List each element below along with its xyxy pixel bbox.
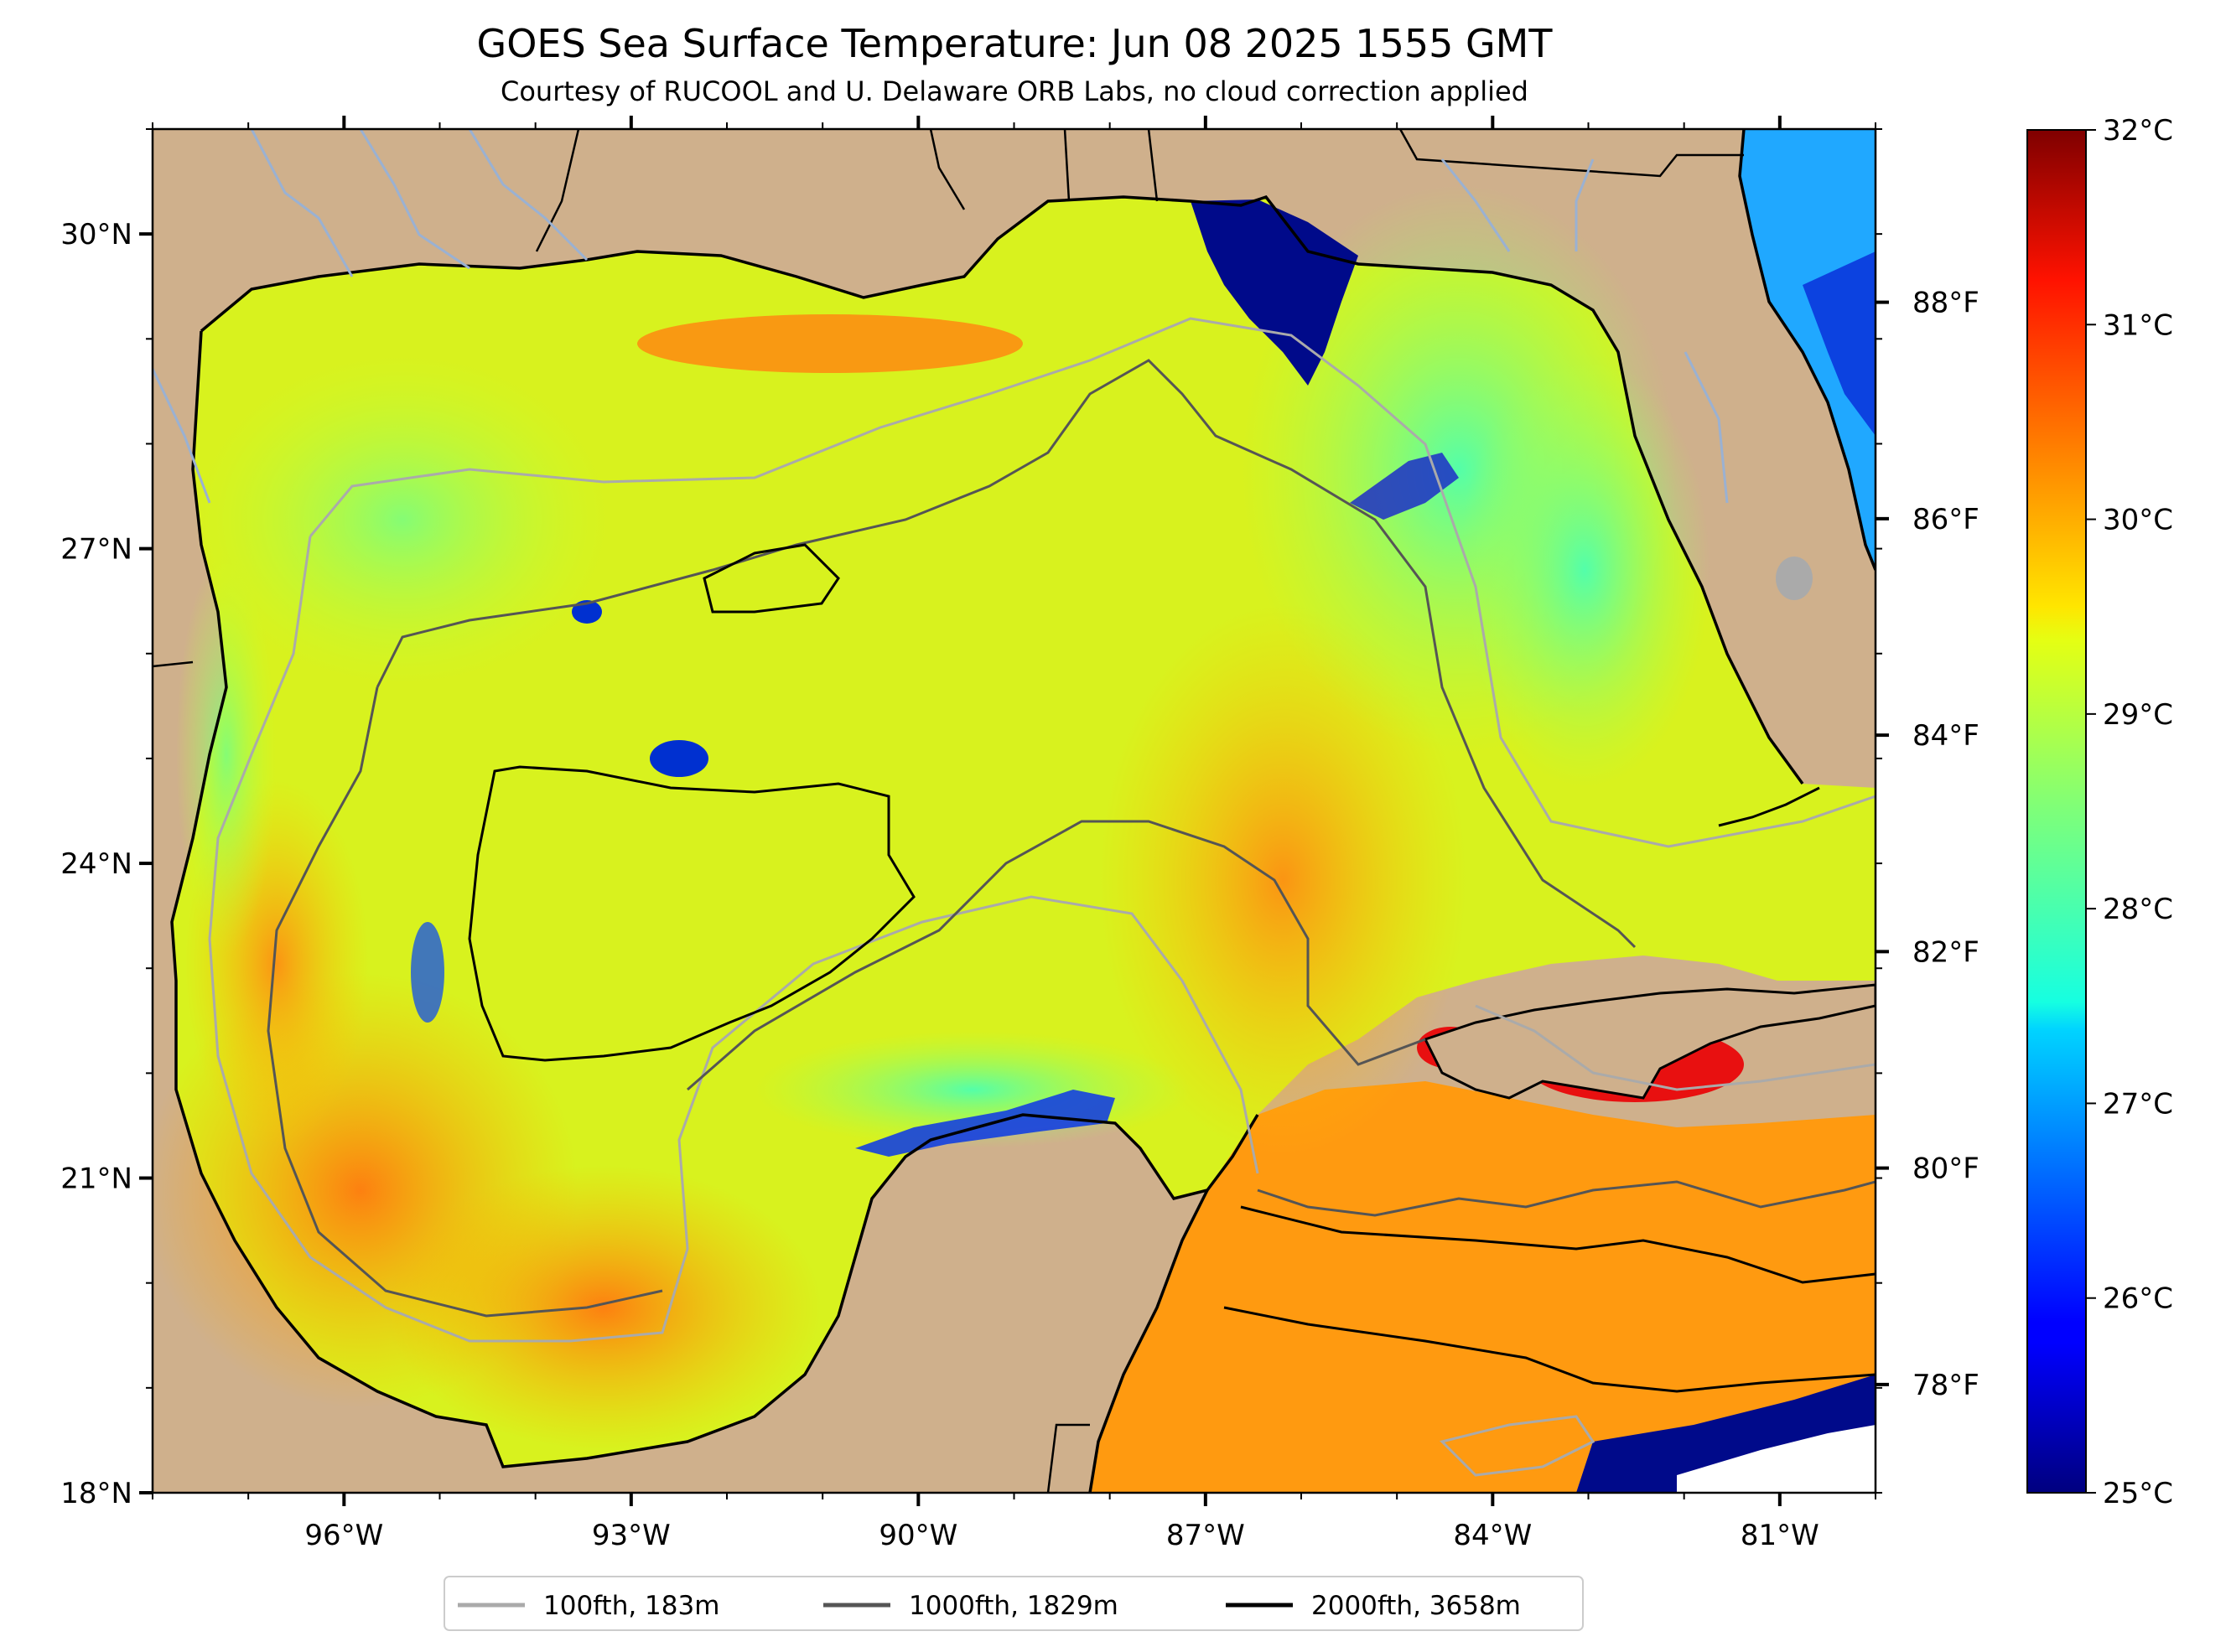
legend-label-2000fth: 2000fth, 3658m xyxy=(1311,1591,1521,1621)
axis-ticks xyxy=(139,116,1889,1506)
cool-anomaly-northwest xyxy=(193,352,612,687)
warm-anomaly-central xyxy=(1098,603,1467,1157)
latitude-tick-label: 21°N xyxy=(60,1163,132,1196)
colorbar-tick-label: 25°C xyxy=(2103,1477,2173,1510)
cool-anomaly-florida-shelf xyxy=(1459,352,1710,788)
cold-patch-big-bend xyxy=(1350,453,1459,520)
colorbar-tick-label: 29°C xyxy=(2103,698,2173,732)
latitude-tick-label: 18°N xyxy=(60,1477,132,1510)
latitude-tick-label: 24°N xyxy=(60,847,132,881)
longitude-tick-label: 90°W xyxy=(879,1519,957,1552)
no-data-patch xyxy=(1677,1425,1876,1493)
sst-map xyxy=(153,129,1876,1493)
legend-box xyxy=(444,1576,1584,1631)
fahrenheit-tick-label: 88°F xyxy=(1912,287,1979,320)
colorbar-tick-label: 32°C xyxy=(2103,114,2173,148)
fahrenheit-tick-label: 80°F xyxy=(1912,1152,1979,1186)
cuba-landmass xyxy=(1423,983,1876,1100)
chart-subtitle: Courtesy of RUCOOL and U. Delaware ORB L… xyxy=(501,75,1528,107)
warm-anomaly-bay-of-campeche xyxy=(386,1165,822,1450)
colorbar-tick-label: 27°C xyxy=(2103,1087,2173,1121)
atlantic-water xyxy=(1740,129,1876,570)
rivers xyxy=(153,129,1729,504)
latitude-tick-label: 30°N xyxy=(60,218,132,251)
latitude-labels: 30°N 27°N 24°N 21°N 18°N xyxy=(60,218,132,1510)
fahrenheit-labels: 88°F 86°F 84°F 82°F 80°F 78°F xyxy=(1912,287,1979,1402)
atlantic-cold-patch xyxy=(1803,251,1876,436)
colorbar-tick-label: 28°C xyxy=(2103,893,2173,926)
fahrenheit-tick-label: 82°F xyxy=(1912,935,1979,969)
cool-anomaly-west-coast xyxy=(176,553,277,955)
cold-eddy-2 xyxy=(572,600,602,624)
warm-patch-louisiana xyxy=(637,314,1023,373)
legend-label-100fth: 100fth, 183m xyxy=(543,1591,719,1621)
longitude-tick-label: 96°W xyxy=(304,1519,383,1552)
cold-eddy-3 xyxy=(411,922,444,1023)
coastlines xyxy=(153,129,1876,1493)
longitude-tick-label: 81°W xyxy=(1741,1519,1819,1552)
contour-legend: 100fth, 183m 1000fth, 1829m 2000fth, 365… xyxy=(444,1576,1584,1631)
fahrenheit-tick-label: 78°F xyxy=(1912,1369,1979,1402)
legend-label-1000fth: 1000fth, 1829m xyxy=(909,1591,1118,1621)
fahrenheit-tick-label: 86°F xyxy=(1912,503,1979,536)
latitude-tick-label: 27°N xyxy=(60,533,132,567)
colorbar-labels: 32°C 31°C 30°C 29°C 28°C 27°C 26°C 25°C xyxy=(2086,114,2173,1510)
colorbar-tick-label: 30°C xyxy=(2103,504,2173,537)
contour-100fth xyxy=(208,317,1876,1477)
colorbar-tick-label: 31°C xyxy=(2103,308,2173,342)
longitude-labels: 96°W 93°W 90°W 87°W 84°W 81°W xyxy=(304,1519,1819,1552)
florida-keys xyxy=(1718,786,1820,827)
longitude-tick-label: 87°W xyxy=(1166,1519,1245,1552)
colorbar-tick-label: 26°C xyxy=(2103,1282,2173,1316)
colorbar xyxy=(2026,129,2087,1494)
cold-eddy-1 xyxy=(650,740,708,777)
cold-patch-yucatan-coast xyxy=(855,1090,1115,1157)
chart-title: GOES Sea Surface Temperature: Jun 08 202… xyxy=(477,21,1554,66)
contour-2000fth xyxy=(468,543,1876,1393)
lake-okeechobee xyxy=(1776,557,1813,600)
longitude-tick-label: 93°W xyxy=(592,1519,671,1552)
fahrenheit-tick-label: 84°F xyxy=(1912,719,1979,753)
longitude-tick-label: 84°W xyxy=(1453,1519,1532,1552)
cold-patch-apalachicola xyxy=(1191,199,1358,386)
contour-1000fth xyxy=(267,359,1876,1318)
